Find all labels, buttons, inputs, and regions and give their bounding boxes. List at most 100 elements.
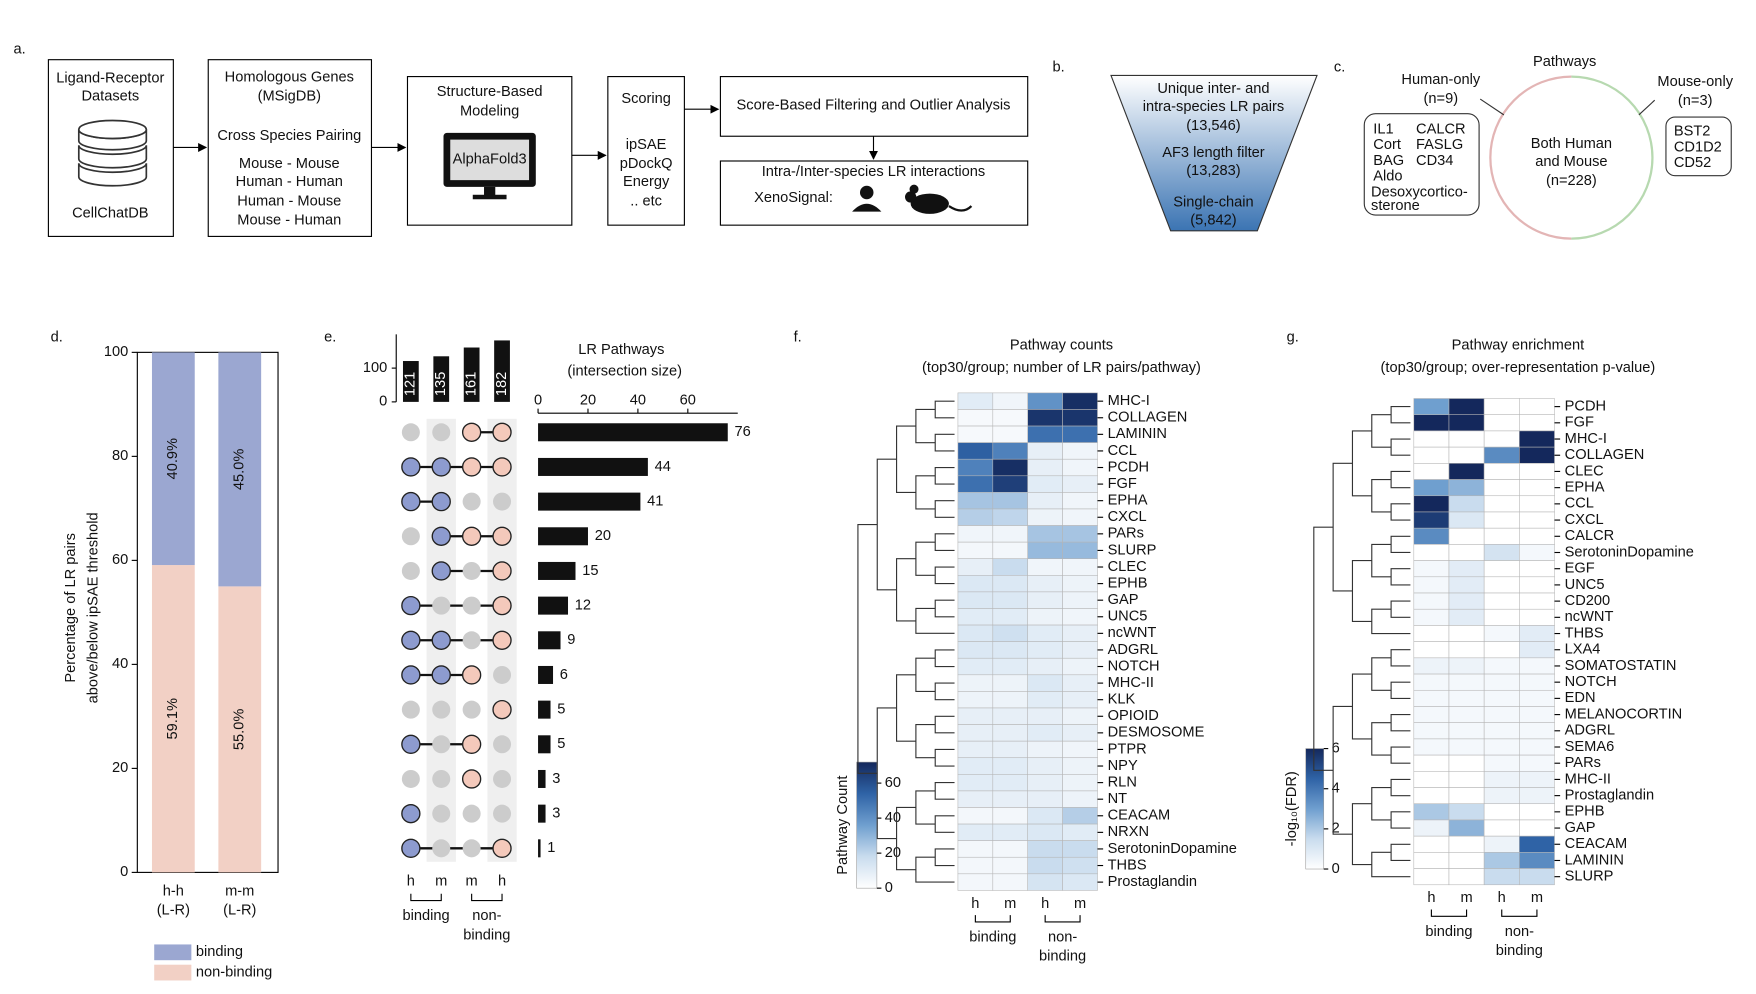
row-label: ncWNT — [1565, 609, 1614, 625]
set-dot — [492, 457, 512, 477]
heatmap-cell — [1062, 591, 1098, 609]
gene: BST2 — [1674, 124, 1711, 140]
y-tick-label: 0 — [120, 864, 128, 880]
heatmap-cell — [1413, 608, 1450, 626]
heatmap-cell — [1483, 771, 1520, 788]
dendrogram — [1332, 462, 1353, 592]
chart-title: (top30/group; number of LR pairs/pathway… — [922, 360, 1201, 376]
heatmap-cell — [1448, 592, 1485, 610]
x-tick-label: m-m — [225, 883, 254, 899]
set-dot — [401, 803, 421, 824]
box-text: Human - Mouse — [237, 193, 341, 209]
mouse-tail — [948, 205, 973, 212]
row-label: SOMATOSTATIN — [1565, 658, 1677, 674]
heatmap-cell — [1519, 560, 1555, 578]
heatmap-cell — [1062, 525, 1098, 543]
heatmap-cell — [992, 674, 1028, 692]
dendrogram — [934, 566, 955, 585]
row-label: NT — [1108, 791, 1128, 807]
intersection-bar — [538, 561, 576, 580]
row-label: ADGRL — [1565, 723, 1615, 739]
heatmap-cell — [1519, 787, 1555, 805]
heatmap-cell — [1448, 868, 1485, 886]
heatmap-cell — [1519, 803, 1555, 821]
bar-segment — [218, 352, 262, 587]
colorbar — [856, 761, 878, 889]
set-size-label: 161 — [464, 372, 480, 396]
heatmap-cell — [1027, 691, 1063, 709]
mouse-ear — [909, 184, 919, 194]
row-label: GAP — [1108, 592, 1139, 608]
heatmap-cell — [1027, 591, 1063, 609]
bar-segment — [151, 352, 195, 566]
box-text: Score-Based Filtering and Outlier Analys… — [737, 98, 1011, 114]
value-label: 45.0% — [232, 449, 248, 490]
x-tick-label: 40 — [630, 393, 646, 409]
colorbar-label: Pathway Count — [835, 776, 851, 875]
heatmap-cell — [1027, 475, 1063, 493]
dendrogram — [1371, 478, 1392, 513]
heatmap-cell — [1483, 576, 1520, 594]
heatmap-cell — [1027, 807, 1063, 825]
heatmap-cell — [1062, 641, 1098, 659]
row-label: MELANOCORTIN — [1565, 706, 1683, 722]
heatmap-cell — [1062, 774, 1098, 792]
heatmap-cell — [992, 575, 1028, 593]
row-label: UNC5 — [1108, 609, 1148, 625]
column-label: h — [1041, 896, 1049, 912]
box-footer: CellChatDB — [72, 206, 148, 222]
dendrogram — [934, 433, 955, 452]
heatmap-cell — [992, 624, 1028, 642]
box-text: ipSAE — [626, 137, 667, 153]
dendrogram — [934, 782, 955, 800]
mouse-arc — [1571, 75, 1654, 240]
gene: CD34 — [1416, 153, 1453, 169]
panel-label: g. — [1287, 330, 1299, 346]
heatmap-cell — [992, 856, 1028, 875]
set-dot — [462, 631, 481, 650]
set-dot — [401, 491, 421, 512]
heatmap-cell — [1448, 430, 1485, 448]
heatmap-cell — [957, 425, 994, 443]
heatmap-cell — [1027, 575, 1063, 593]
heatmap-cell — [1448, 673, 1485, 691]
row-label: EGF — [1565, 561, 1595, 577]
intersection-bar — [538, 423, 728, 442]
base — [472, 194, 507, 200]
colorbar-tick-label: 0 — [885, 880, 893, 896]
value-label: 5 — [557, 701, 565, 717]
row-label: NPY — [1108, 758, 1138, 774]
set-dot — [492, 561, 512, 581]
set-dot — [431, 665, 451, 685]
funnel-text: Unique inter- and — [1157, 81, 1269, 97]
dendrogram — [915, 790, 936, 825]
set-size-label: 182 — [494, 372, 510, 396]
dendrogram — [915, 657, 936, 692]
set-dot — [462, 492, 481, 511]
heatmap-cell — [1448, 657, 1485, 675]
dendrogram — [934, 400, 955, 419]
row-label: EPHB — [1565, 804, 1605, 820]
set-label: m — [435, 873, 447, 889]
heatmap-cell — [1027, 641, 1063, 659]
set-size-bar — [463, 347, 480, 402]
value-label: 20 — [595, 528, 611, 544]
set-dot — [493, 492, 512, 511]
set-dot — [432, 596, 451, 615]
heatmap-cell — [1483, 430, 1520, 448]
group-bracket — [1044, 915, 1081, 923]
heatmap-cell — [1483, 819, 1520, 837]
row-label: SerotoninDopamine — [1565, 544, 1694, 560]
legend-label: non-binding — [196, 964, 272, 980]
heatmap-cell — [1483, 625, 1520, 642]
heatmap-cell — [1413, 446, 1450, 464]
dendrogram — [1351, 560, 1372, 622]
value-label: 40.9% — [165, 438, 181, 479]
colorbar-tick-label: 20 — [885, 845, 901, 861]
flow-box — [406, 76, 573, 226]
gene: Aldo — [1373, 169, 1402, 185]
heatmap-cell — [1448, 722, 1485, 740]
human-arc — [1489, 75, 1572, 240]
set-dot — [401, 734, 421, 754]
row-label: PARs — [1565, 755, 1601, 771]
